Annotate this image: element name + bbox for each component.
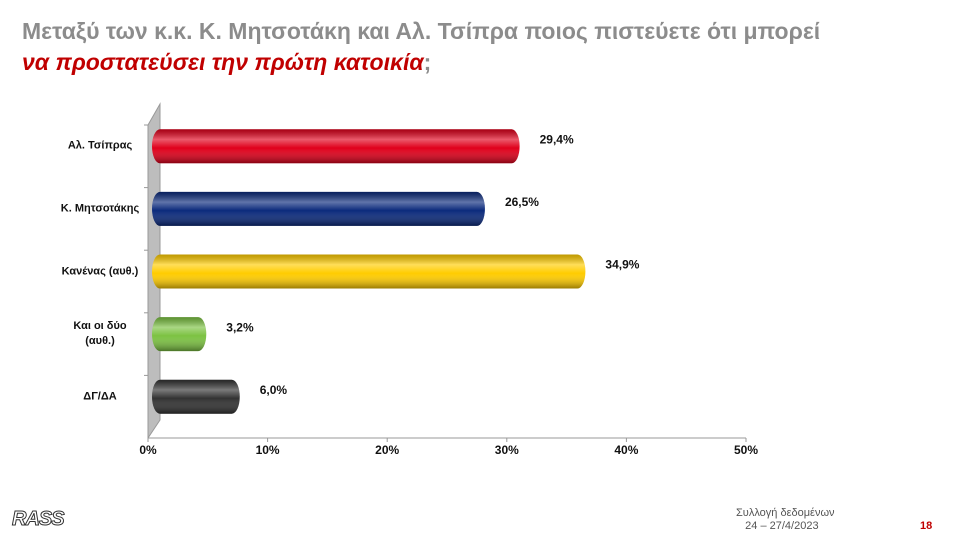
title-emphasis: να προστατεύσει την πρώτη κατοικία (22, 49, 424, 75)
bar-group (152, 191, 485, 226)
bar-shade (152, 254, 586, 289)
bar-group (152, 317, 207, 352)
bar-shade (152, 317, 207, 352)
bar-shade (152, 379, 240, 414)
value-label: 26,5% (505, 195, 539, 209)
value-label: 29,4% (540, 132, 574, 146)
title-end: ; (423, 49, 432, 75)
page-number: 18 (920, 520, 933, 532)
x-tick-label: 40% (614, 443, 638, 457)
category-label: Κ. Μητσοτάκης (60, 202, 140, 215)
bar-shade (152, 129, 520, 164)
category-label: ΔΓ/ΔΑ (83, 390, 117, 403)
x-tick-label: 20% (375, 443, 399, 457)
category-label: Αλ. Τσίπρας (67, 139, 133, 152)
title-line1: Μεταξύ των κ.κ. Κ. Μητσοτάκη και Αλ. Τσί… (22, 18, 821, 44)
bar-group (152, 129, 520, 164)
x-tick-label: 50% (734, 443, 758, 457)
bar-group (152, 254, 586, 289)
logo: RASS (12, 508, 66, 531)
title: Μεταξύ των κ.κ. Κ. Μητσοτάκη και Αλ. Τσί… (22, 16, 820, 78)
value-label: 34,9% (605, 258, 639, 272)
category-label: Κανένας (αυθ.) (61, 265, 139, 277)
value-label: 6,0% (260, 383, 288, 397)
x-tick-label: 0% (139, 443, 157, 457)
footer-label: Συλλογή δεδομένων (736, 507, 835, 519)
value-label: 3,2% (226, 320, 254, 334)
x-tick-label: 10% (256, 443, 280, 457)
x-tick-label: 30% (495, 443, 519, 457)
footer-dates: 24 – 27/4/2023 (745, 520, 819, 532)
bar-group (152, 379, 240, 414)
category-label: Και οι δύο (αυθ.) (73, 320, 127, 348)
bar-shade (152, 191, 485, 226)
footer-note: Συλλογή δεδομένων 24 – 27/4/2023 (736, 507, 835, 533)
